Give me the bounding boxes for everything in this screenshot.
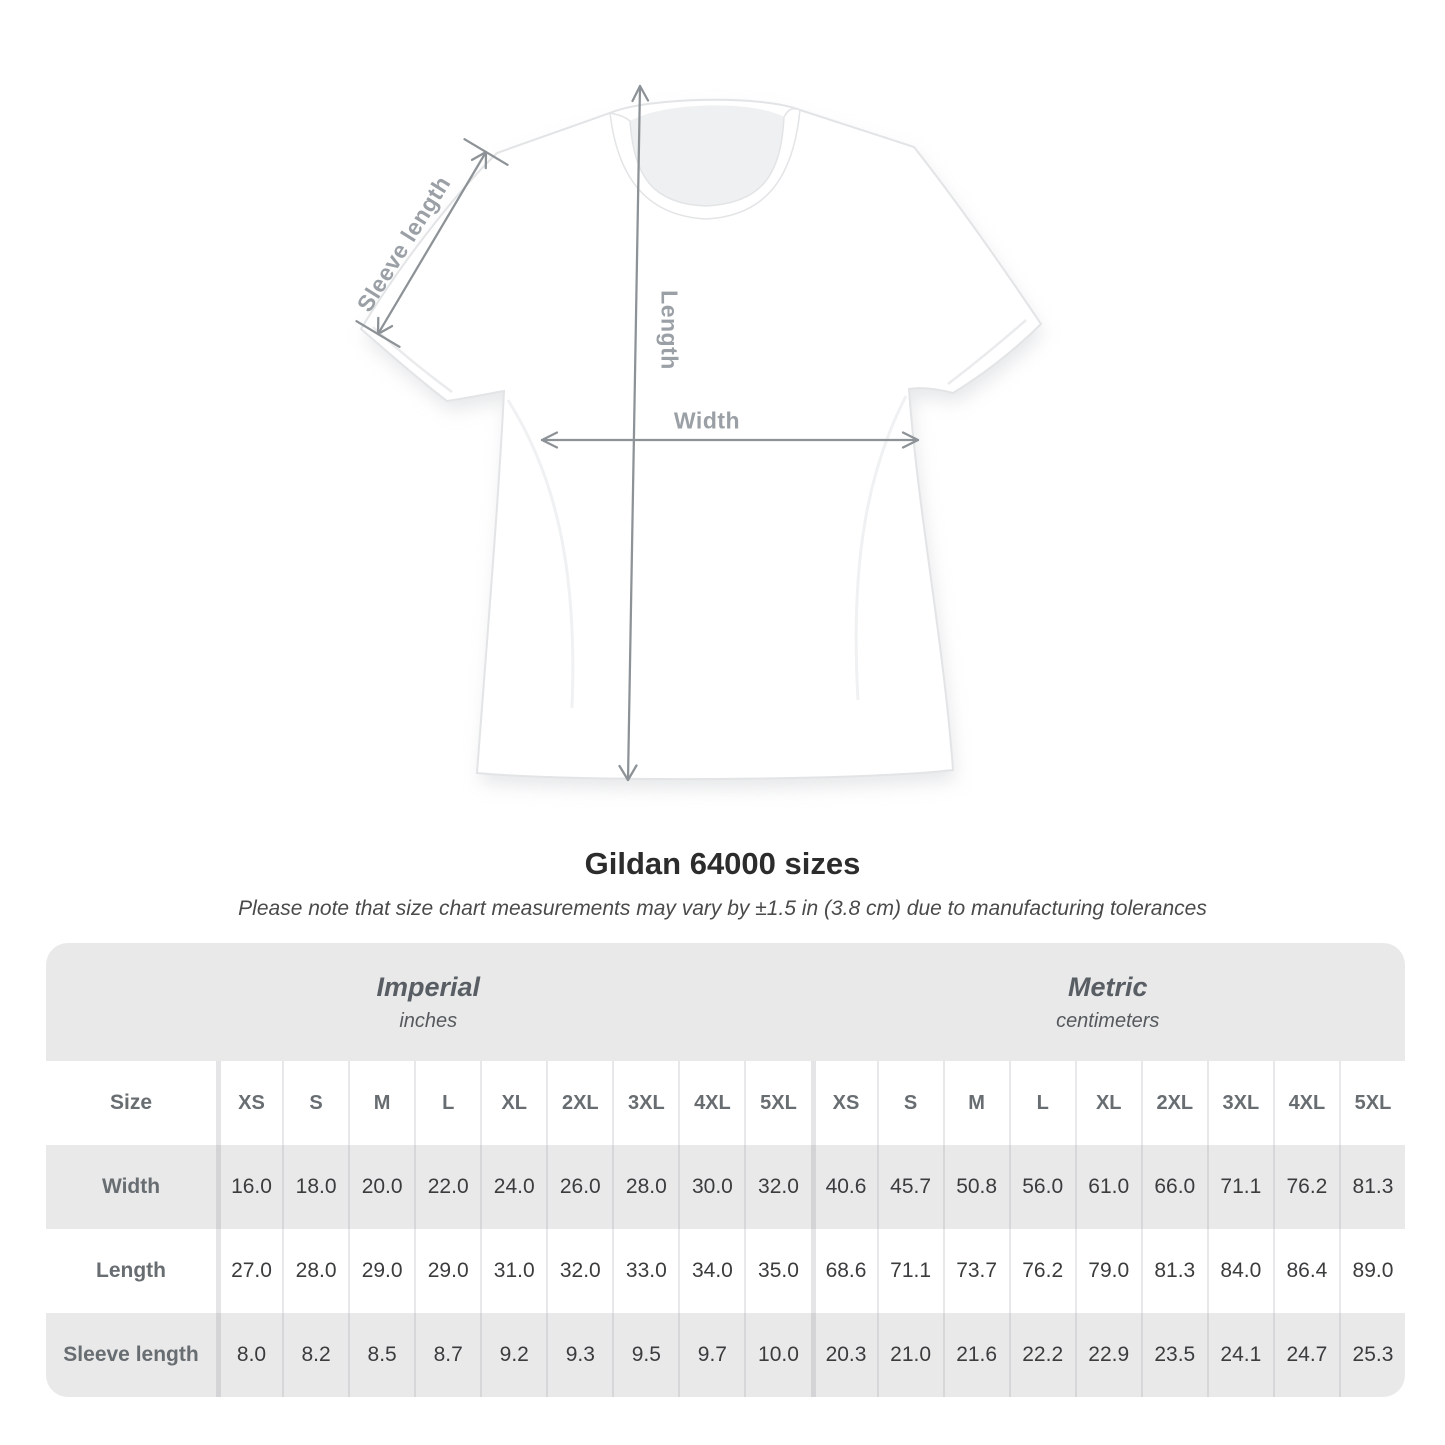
size-column-header: 3XL	[612, 1061, 679, 1145]
measurement-cell: 32.0	[546, 1229, 613, 1313]
size-row-label: Size	[46, 1061, 216, 1145]
measurement-cell: 56.0	[1008, 1145, 1075, 1229]
measurement-cell: 24.1	[1206, 1313, 1273, 1397]
measurement-cell: 27.0	[216, 1229, 283, 1313]
size-table: Imperial inches Metric centimeters Size …	[46, 943, 1405, 1397]
measurement-cell: 34.0	[678, 1229, 745, 1313]
measurement-cell: 81.3	[1140, 1229, 1207, 1313]
measurement-cell: 9.2	[480, 1313, 547, 1397]
measurement-cell: 29.0	[348, 1229, 415, 1313]
measurement-cell: 8.5	[348, 1313, 415, 1397]
measurement-cell: 20.3	[810, 1313, 877, 1397]
size-column-header: 4XL	[1272, 1061, 1339, 1145]
size-column-header: 4XL	[678, 1061, 745, 1145]
size-column-header: XS	[810, 1061, 877, 1145]
size-column-header: M	[942, 1061, 1009, 1145]
tshirt-figure: Sleeve length Length Width	[352, 84, 1044, 790]
row-label: Sleeve length	[46, 1313, 216, 1397]
length-arrow	[618, 84, 650, 782]
tshirt-image	[355, 84, 1044, 790]
measurement-cell: 21.0	[876, 1313, 943, 1397]
measurement-cell: 21.6	[942, 1313, 1009, 1397]
measurement-cell: 9.7	[678, 1313, 745, 1397]
collar-band	[609, 107, 801, 220]
size-column-header: 2XL	[546, 1061, 613, 1145]
measurement-cell: 33.0	[612, 1229, 679, 1313]
row-label: Width	[46, 1145, 216, 1229]
row-label: Length	[46, 1229, 216, 1313]
measurement-cell: 9.5	[612, 1313, 679, 1397]
measurement-cell: 23.5	[1140, 1313, 1207, 1397]
measurement-cell: 86.4	[1272, 1229, 1339, 1313]
measurement-cell: 16.0	[216, 1145, 283, 1229]
metric-header-label: Metric	[1067, 971, 1148, 1002]
measurement-cell: 26.0	[546, 1145, 613, 1229]
measurement-cell: 50.8	[942, 1145, 1009, 1229]
size-column-header: XL	[480, 1061, 547, 1145]
measurement-cell: 61.0	[1074, 1145, 1141, 1229]
measurement-cell: 32.0	[744, 1145, 811, 1229]
measurement-cell: 8.0	[216, 1313, 283, 1397]
measurement-cell: 30.0	[678, 1145, 745, 1229]
metric-header: Metric centimeters	[810, 943, 1405, 1061]
size-column-header: L	[1008, 1061, 1075, 1145]
size-column-header: S	[282, 1061, 349, 1145]
sleeve-length-arrow	[355, 138, 509, 348]
length-label: Length	[656, 290, 683, 370]
measurement-cell: 10.0	[744, 1313, 811, 1397]
width-arrow	[540, 431, 920, 449]
sleeve-hems	[372, 319, 1027, 394]
size-column-header: XL	[1074, 1061, 1141, 1145]
fabric-folds	[506, 395, 908, 709]
measurement-cell: 31.0	[480, 1229, 547, 1313]
size-column-header: L	[414, 1061, 481, 1145]
measurement-cell: 28.0	[612, 1145, 679, 1229]
measurement-cell: 71.1	[876, 1229, 943, 1313]
size-column-header: 3XL	[1206, 1061, 1273, 1145]
measurement-cell: 25.3	[1338, 1313, 1405, 1397]
measurement-cell: 71.1	[1206, 1145, 1273, 1229]
width-label: Width	[673, 407, 741, 434]
measurement-cell: 73.7	[942, 1229, 1009, 1313]
measurement-cell: 40.6	[810, 1145, 877, 1229]
collar-opening	[630, 105, 784, 206]
measurement-cell: 89.0	[1338, 1229, 1405, 1313]
measurement-cell: 29.0	[414, 1229, 481, 1313]
measurement-cell: 18.0	[282, 1145, 349, 1229]
imperial-header-label: Imperial	[376, 971, 481, 1002]
imperial-header: Imperial inches	[46, 943, 811, 1061]
measurement-cell: 22.9	[1074, 1313, 1141, 1397]
measurement-cell: 35.0	[744, 1229, 811, 1313]
size-column-header: XS	[216, 1061, 283, 1145]
measurement-cell: 45.7	[876, 1145, 943, 1229]
measurement-cell: 68.6	[810, 1229, 877, 1313]
measurement-cell: 8.2	[282, 1313, 349, 1397]
measurement-cell: 84.0	[1206, 1229, 1273, 1313]
size-column-header: M	[348, 1061, 415, 1145]
measurement-cell: 81.3	[1338, 1145, 1405, 1229]
size-column-header: 5XL	[744, 1061, 811, 1145]
page-title: Gildan 64000 sizes	[584, 846, 861, 881]
measurement-cell: 9.3	[546, 1313, 613, 1397]
measurement-cell: 66.0	[1140, 1145, 1207, 1229]
measurement-cell: 22.0	[414, 1145, 481, 1229]
measurement-cell: 76.2	[1008, 1229, 1075, 1313]
tolerance-note: Please note that size chart measurements…	[238, 897, 1207, 920]
size-column-header: 2XL	[1140, 1061, 1207, 1145]
measurement-cell: 76.2	[1272, 1145, 1339, 1229]
metric-header-unit: centimeters	[1056, 1009, 1160, 1032]
measurement-cell: 79.0	[1074, 1229, 1141, 1313]
imperial-header-unit: inches	[399, 1009, 458, 1032]
size-column-header: 5XL	[1338, 1061, 1405, 1145]
size-column-header: S	[876, 1061, 943, 1145]
measurement-cell: 8.7	[414, 1313, 481, 1397]
measurement-cell: 20.0	[348, 1145, 415, 1229]
measurement-cell: 28.0	[282, 1229, 349, 1313]
measurement-cell: 24.0	[480, 1145, 547, 1229]
measurement-cell: 24.7	[1272, 1313, 1339, 1397]
measurement-cell: 22.2	[1008, 1313, 1075, 1397]
